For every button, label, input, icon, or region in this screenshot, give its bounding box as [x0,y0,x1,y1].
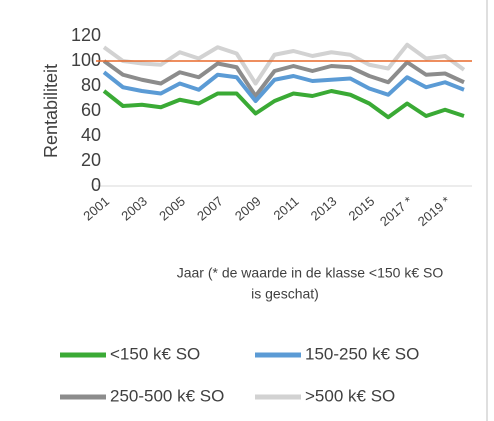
y-axis-label: Rentabiliteit [41,64,61,158]
x-tick-label: 2001 [80,193,112,223]
x-axis-label: Jaar (* de waarde in de klasse <150 k€ S… [177,265,444,281]
x-axis-label: is geschat) [251,286,319,302]
y-tick-label: 40 [81,125,101,145]
x-tick-label: 2003 [118,193,150,223]
x-tick-label: 2007 [194,193,226,223]
y-tick-label: 100 [71,50,101,70]
series-line [102,59,465,98]
x-tick-label: 2013 [308,193,340,223]
y-tick-label: 60 [81,100,101,120]
legend-label: 150-250 k€ SO [305,344,419,363]
y-tick-label: 120 [71,25,101,45]
x-tick-label: 2017 * [377,193,415,229]
x-tick-label: 2011 [271,193,302,222]
x-tick-label: 2015 [346,193,378,223]
x-tick-label: 2005 [156,193,188,223]
y-tick-label: 80 [81,75,101,95]
legend-label: 250-500 k€ SO [110,386,224,405]
series-line [102,42,466,86]
y-tick-label: 0 [91,175,101,195]
legend-label: >500 k€ SO [305,386,395,405]
x-tick-label: 2019 * [415,193,453,229]
y-tick-label: 20 [81,150,101,170]
series-line [102,70,465,103]
x-tick-label: 2009 [232,193,264,223]
series-line [102,89,465,120]
legend-label: <150 k€ SO [110,344,200,363]
